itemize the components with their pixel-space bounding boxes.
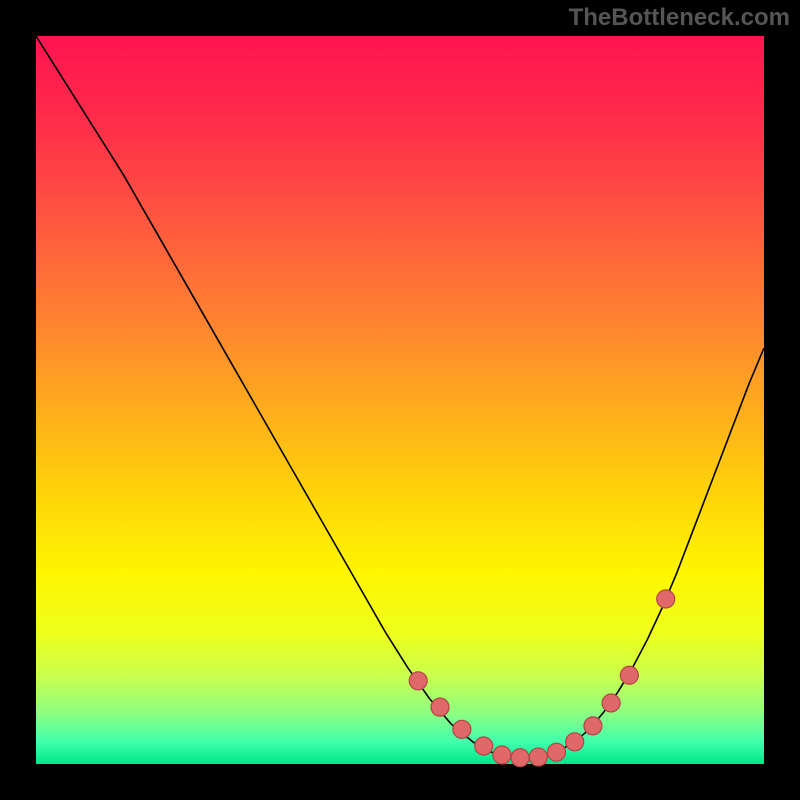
data-marker [657,590,675,608]
data-marker [453,720,471,738]
attribution-text: TheBottleneck.com [569,4,790,32]
data-marker [511,749,529,767]
data-marker [529,748,547,766]
data-marker [566,733,584,751]
data-marker [602,694,620,712]
chart-svg [0,0,800,800]
data-marker [620,666,638,684]
data-marker [548,743,566,761]
data-marker [431,698,449,716]
data-marker [409,672,427,690]
data-marker [475,737,493,755]
data-marker [493,746,511,764]
data-marker [584,717,602,735]
chart-stage: TheBottleneck.com [0,0,800,800]
